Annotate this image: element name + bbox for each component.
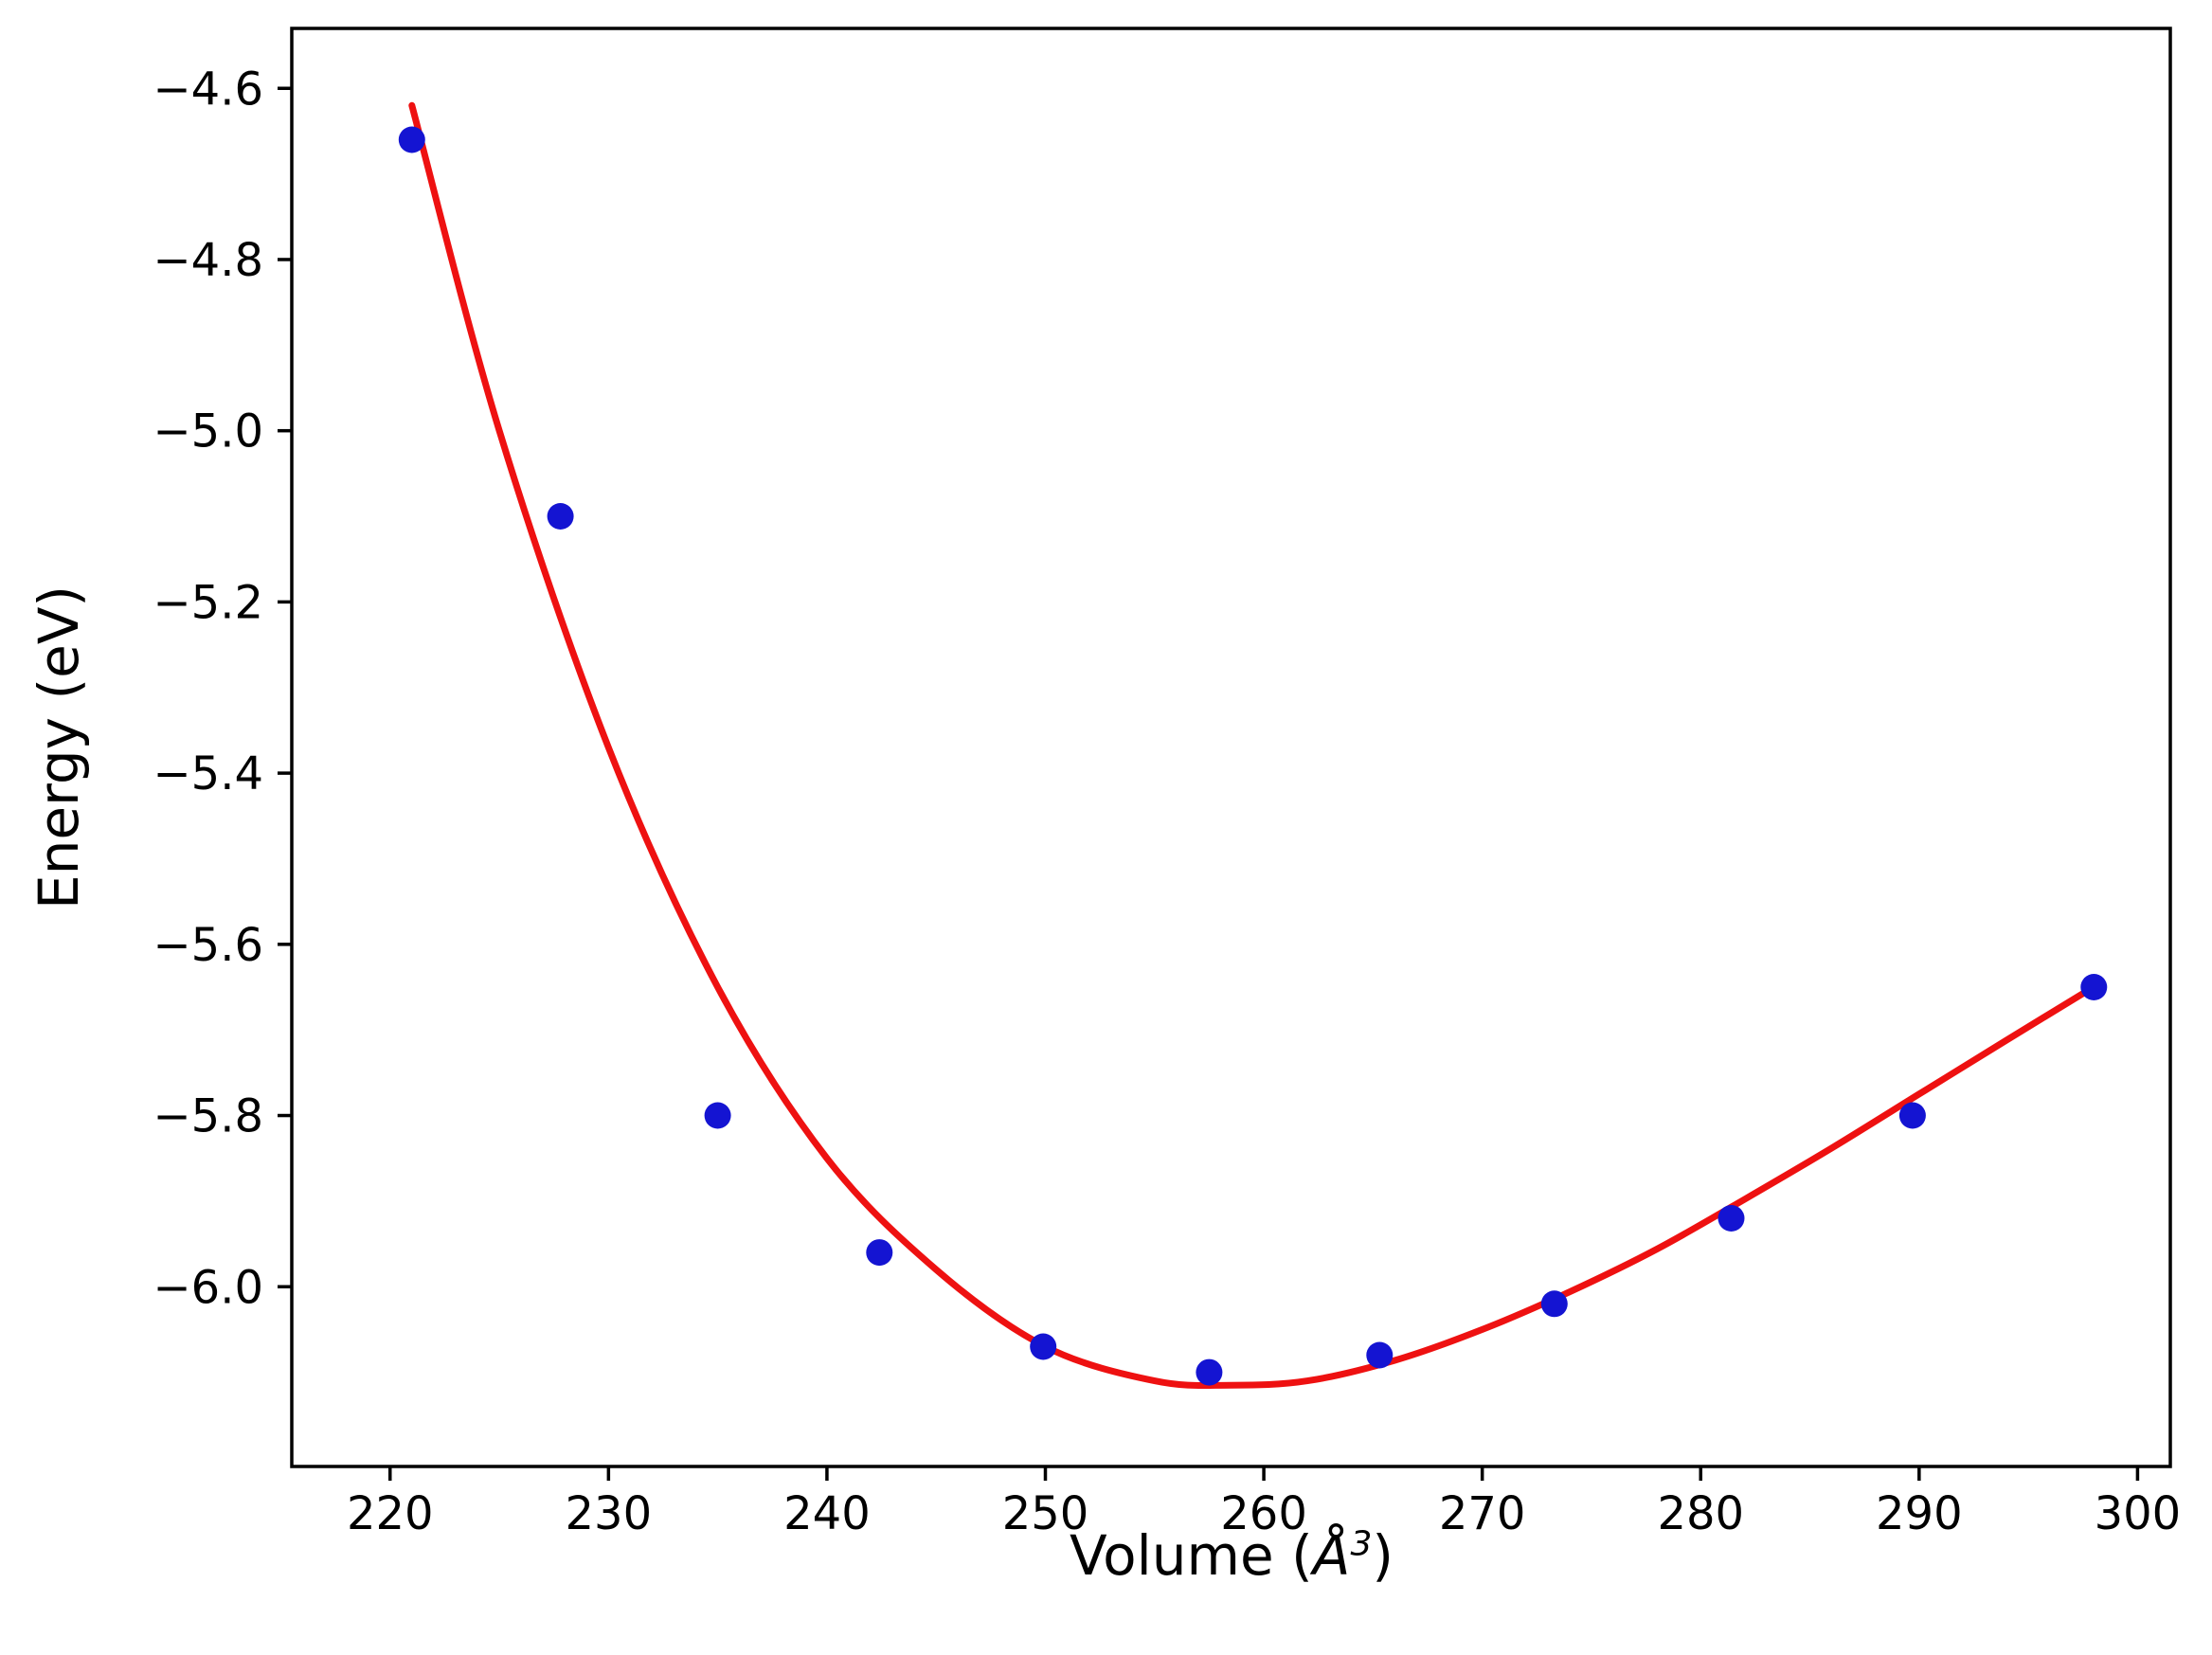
y-tick-label: −5.2 — [153, 576, 263, 629]
x-tick-label: 290 — [1876, 1487, 1963, 1540]
plot-frame — [290, 27, 2172, 1468]
x-axis-label: Volume (Å3) — [1070, 1523, 1394, 1588]
x-axis-label-suffix: ) — [1372, 1523, 1394, 1588]
x-tick-label: 280 — [1657, 1487, 1744, 1540]
energy-points-marker — [1196, 1358, 1223, 1386]
y-tick-label: −5.4 — [153, 747, 263, 801]
energy-points-marker — [547, 503, 574, 530]
energy-points-marker — [1366, 1341, 1394, 1369]
x-tick-label: 250 — [1002, 1487, 1089, 1540]
x-tick-label: 240 — [783, 1487, 871, 1540]
x-axis-label-exponent: 3 — [1350, 1524, 1373, 1564]
energy-points-marker — [1540, 1290, 1568, 1318]
x-tick-label: 260 — [1220, 1487, 1307, 1540]
y-tick-label: −5.6 — [153, 919, 263, 972]
y-tick-label: −6.0 — [153, 1261, 263, 1314]
y-axis-label: Energy (eV) — [27, 585, 91, 910]
energy-points-marker — [866, 1239, 893, 1267]
y-tick-label: −5.8 — [153, 1090, 263, 1143]
energy-points-marker — [1898, 1102, 1926, 1129]
x-tick-label: 220 — [347, 1487, 434, 1540]
x-tick-label: 300 — [2095, 1487, 2182, 1540]
x-axis-label-prefix: Volume ( — [1070, 1523, 1313, 1588]
eos-fit-curve — [408, 101, 2104, 1390]
energy-points-marker — [704, 1102, 731, 1129]
x-tick-label: 270 — [1439, 1487, 1526, 1540]
y-tick-label: −4.6 — [153, 63, 263, 116]
x-axis-label-symbol: Å — [1312, 1523, 1351, 1588]
energy-points-marker — [2080, 974, 2108, 1000]
x-tick-label: 230 — [566, 1487, 653, 1540]
energy-points-marker — [1030, 1333, 1057, 1360]
energy-points-marker — [1717, 1205, 1745, 1232]
y-tick-label: −5.0 — [153, 405, 263, 459]
y-tick-label: −4.8 — [153, 234, 263, 287]
energy-points-marker — [398, 126, 425, 153]
